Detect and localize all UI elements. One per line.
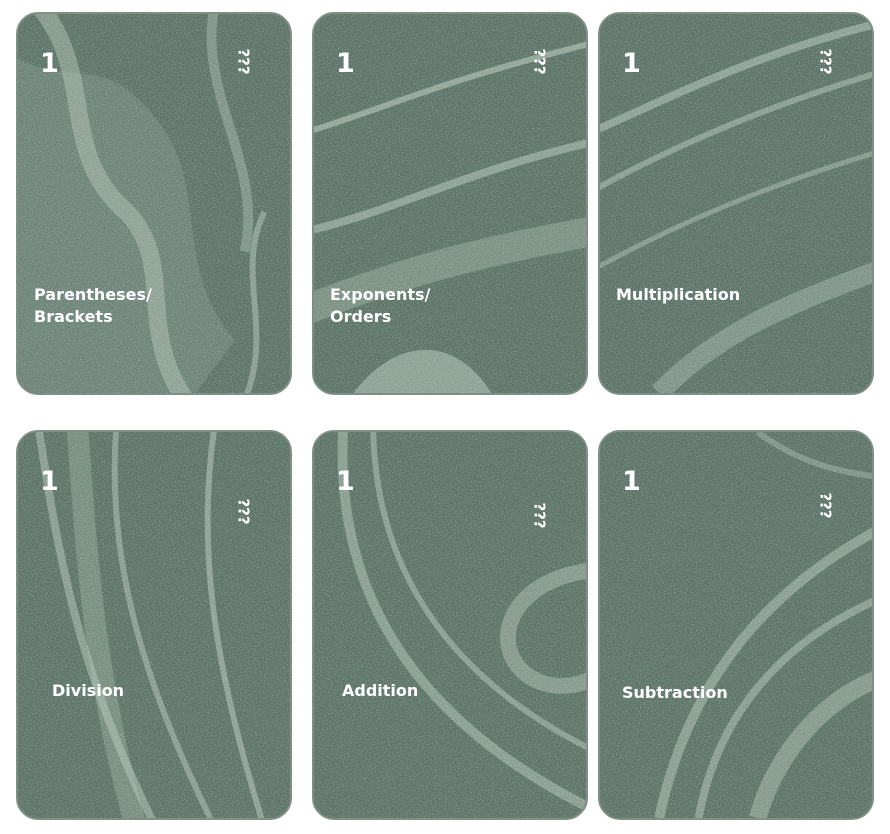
card-number: 1 (40, 466, 59, 497)
card-unknown-mark: ??? (816, 48, 835, 75)
card-label: Division (52, 681, 125, 700)
card-label: Exponents/ Orders (330, 285, 431, 326)
card-number: 1 (622, 48, 641, 79)
marble-texture (314, 14, 586, 393)
card-label: Parentheses/ Brackets (34, 285, 152, 326)
card-unknown-mark: ??? (530, 502, 549, 529)
card-unknown-mark: ??? (816, 492, 835, 519)
card-label: Multiplication (616, 285, 741, 304)
card-addition[interactable]: 1 ??? Addition (312, 430, 588, 820)
marble-texture (600, 14, 872, 393)
card-unknown-mark: ??? (234, 48, 253, 75)
card-label: Addition (342, 681, 419, 700)
card-exponents[interactable]: 1 ??? Exponents/ Orders (312, 12, 588, 395)
card-unknown-mark: ??? (234, 498, 253, 525)
card-subtraction[interactable]: 1 ??? Subtraction (598, 430, 874, 820)
marble-texture (18, 14, 290, 393)
marble-texture (18, 432, 290, 818)
marble-texture (600, 432, 872, 818)
card-number: 1 (336, 48, 355, 79)
marble-texture (314, 432, 586, 818)
card-unknown-mark: ??? (530, 48, 549, 75)
card-number: 1 (40, 48, 59, 79)
card-division[interactable]: 1 ??? Division (16, 430, 292, 820)
card-parentheses[interactable]: 1 ??? Parentheses/ Brackets (16, 12, 292, 395)
card-number: 1 (336, 466, 355, 497)
card-multiplication[interactable]: 1 ??? Multiplication (598, 12, 874, 395)
card-number: 1 (622, 466, 641, 497)
card-label: Subtraction (622, 683, 728, 702)
